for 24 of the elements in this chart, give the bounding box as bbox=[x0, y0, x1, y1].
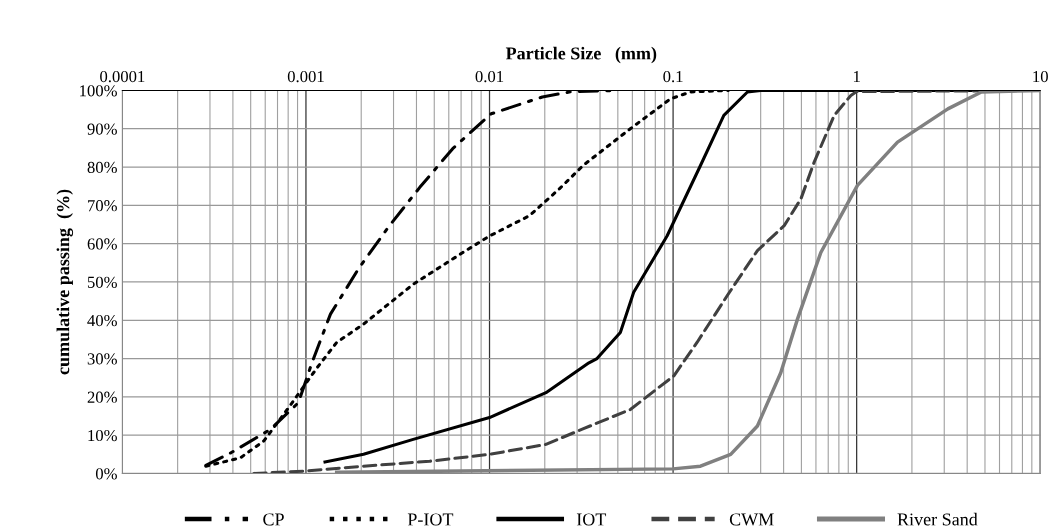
x-tick-label: 10 bbox=[1033, 70, 1048, 83]
y-tick-label: 70% bbox=[88, 200, 117, 212]
y-tick-label: 10% bbox=[88, 429, 117, 442]
legend-label: CWM bbox=[729, 513, 774, 526]
y-tick-label: 30% bbox=[87, 353, 117, 365]
x-tick-label: 0.01 bbox=[475, 70, 504, 83]
legend-label: IOT bbox=[576, 513, 607, 526]
y-tick-label: 90% bbox=[87, 123, 117, 135]
legend-label: CP bbox=[263, 513, 284, 526]
y-tick-label: 100% bbox=[80, 85, 117, 97]
y-axis-title: cumulative passing (%) bbox=[56, 189, 74, 375]
x-tick-label: 0.001 bbox=[287, 70, 324, 83]
legend-label: P-IOT bbox=[407, 513, 454, 526]
legend-label: River Sand bbox=[897, 512, 978, 526]
x-tick-label: 0.1 bbox=[663, 70, 683, 83]
y-tick-label: 60% bbox=[87, 238, 117, 250]
x-tick-label: 0.0001 bbox=[100, 70, 145, 83]
x-axis-title: Particle Size (mm) bbox=[505, 46, 657, 64]
y-tick-label: 40% bbox=[87, 314, 117, 327]
x-tick-label: 1 bbox=[853, 71, 860, 83]
y-tick-label: 50% bbox=[87, 276, 117, 288]
y-tick-label: 0% bbox=[95, 468, 117, 480]
y-tick-label: 20% bbox=[87, 391, 117, 403]
y-tick-label: 80% bbox=[87, 161, 117, 174]
